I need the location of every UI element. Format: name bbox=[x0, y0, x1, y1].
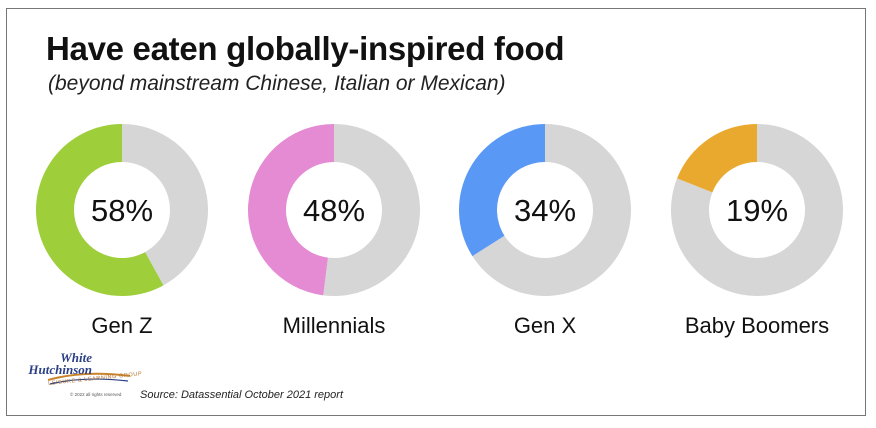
donut-slice-baby-boomers bbox=[677, 124, 757, 193]
donut-slice-millennials bbox=[247, 124, 334, 296]
category-label-gen-z: Gen Z bbox=[91, 313, 153, 338]
category-label-millennials: Millennials bbox=[282, 313, 386, 338]
logo-wordmark: White Hutchinson bbox=[14, 350, 92, 377]
donut-remainder-gen-x bbox=[472, 124, 631, 297]
logo-swoosh-icon bbox=[47, 372, 131, 385]
donut-value-label-gen-z: 58% bbox=[91, 193, 153, 228]
logo-line-1: White bbox=[60, 350, 92, 365]
logo-copyright: © 2022 all rights reserved bbox=[70, 392, 122, 397]
white-hutchinson-logo bbox=[44, 350, 134, 402]
chart-frame bbox=[6, 8, 866, 416]
donut-slice-gen-z bbox=[35, 124, 164, 296]
donut-value-label-baby-boomers: 19% bbox=[726, 193, 788, 228]
chart-subtitle: (beyond mainstream Chinese, Italian or M… bbox=[48, 72, 506, 95]
donut-remainder-millennials bbox=[323, 124, 420, 296]
source-note: Source: Datassential October 2021 report bbox=[140, 389, 344, 401]
donut-remainder-gen-z bbox=[122, 124, 208, 286]
chart-title: Have eaten globally-inspired food bbox=[46, 30, 565, 67]
donut-value-label-gen-x: 34% bbox=[514, 193, 576, 228]
category-label-gen-x: Gen X bbox=[513, 313, 577, 338]
logo-line-2: Hutchinson bbox=[28, 362, 92, 377]
donut-value-label-millennials: 48% bbox=[303, 193, 365, 228]
category-label-baby-boomers: Baby Boomers bbox=[684, 313, 830, 338]
donut-slice-gen-x bbox=[459, 124, 545, 257]
donut-remainder-baby-boomers bbox=[671, 124, 844, 296]
